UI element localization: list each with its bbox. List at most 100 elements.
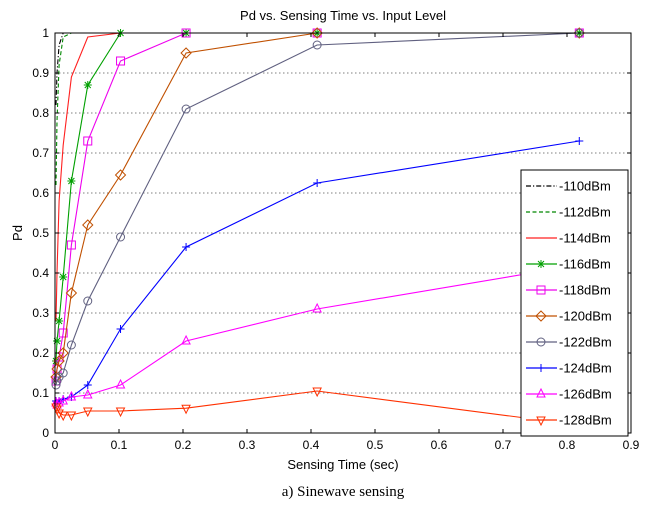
data-point	[115, 407, 126, 418]
data-point	[55, 317, 64, 325]
x-tick-label: 0.9	[623, 438, 640, 452]
x-tick-label: 0.1	[111, 438, 128, 452]
y-tick-label: 0.4	[32, 266, 49, 280]
data-point	[66, 240, 76, 250]
y-tick-label: 0.6	[32, 186, 49, 200]
data-point	[67, 177, 76, 185]
chart-title: Pd vs. Sensing Time vs. Input Level	[240, 8, 446, 23]
y-tick-label: 0.1	[32, 386, 49, 400]
series-line	[55, 32, 580, 378]
data-point	[82, 388, 93, 399]
data-point	[51, 380, 61, 390]
data-point	[116, 232, 126, 242]
x-tick-label: 0.4	[303, 438, 320, 452]
series-line	[55, 32, 580, 382]
y-tick-label: 0	[42, 426, 49, 440]
series-line	[55, 32, 580, 386]
series--126dBm	[51, 258, 585, 409]
y-tick-label: 1	[42, 26, 49, 40]
legend-marker	[536, 337, 546, 347]
figure-caption: a) Sinewave sensing	[282, 484, 405, 500]
data-point	[114, 169, 127, 181]
y-tick-label: 0.8	[32, 106, 49, 120]
legend-marker	[536, 416, 546, 427]
legend-label: -122dBm	[559, 335, 612, 350]
x-tick-label: 0.2	[175, 438, 192, 452]
axis-ticks: 0 0.1 0.2 0.3 0.4 0.5 0.6 0.7 0.8 0.9 1 0 0.1 0.2 0.3 0…	[32, 26, 639, 452]
data-point	[65, 287, 78, 299]
data-point	[83, 81, 92, 89]
data-point	[66, 411, 77, 422]
legend-label: -118dBm	[559, 283, 611, 298]
y-tick-label: 0.3	[32, 306, 49, 320]
legend-marker	[535, 310, 547, 322]
series--118dBm	[51, 28, 584, 386]
x-tick-label: 0	[52, 438, 59, 452]
legend-label: -126dBm	[559, 387, 612, 402]
legend-marker	[536, 285, 546, 295]
data-point	[58, 411, 69, 422]
data-point	[116, 325, 125, 333]
data-point	[180, 47, 192, 59]
x-tick-label: 0.3	[239, 438, 256, 452]
data-point	[115, 378, 126, 389]
series--110dBm	[55, 32, 580, 106]
x-tick-label: 0.6	[431, 438, 448, 452]
data-point	[58, 328, 68, 338]
legend-label: -116dBm	[559, 257, 611, 272]
legend-marker	[537, 260, 545, 268]
series--128dBm	[51, 387, 585, 432]
legend-label: -110dBm	[559, 179, 611, 194]
data-point	[66, 340, 76, 350]
data-point	[182, 243, 191, 251]
data-point	[181, 104, 191, 114]
data-point	[51, 363, 63, 375]
legend-label: -120dBm	[559, 309, 612, 324]
legend-box	[520, 169, 629, 437]
y-tick-label: 0.9	[32, 66, 49, 80]
legend-marker	[536, 387, 546, 398]
data-point	[82, 407, 93, 418]
data-point	[116, 56, 126, 66]
data-point	[312, 302, 322, 313]
legend-label: -124dBm	[559, 361, 612, 376]
x-tick-label: 0.8	[559, 438, 576, 452]
legend-label: -112dBm	[559, 205, 611, 220]
series--112dBm	[55, 32, 580, 186]
data-point	[312, 40, 322, 50]
y-tick-label: 0.5	[32, 226, 49, 240]
series-line	[55, 32, 580, 106]
data-point	[312, 387, 322, 398]
series-line	[55, 140, 580, 404]
data-point	[53, 337, 62, 345]
legend-marker	[537, 364, 545, 372]
data-point	[313, 179, 322, 187]
legend: -110dBm -112dBm -114dBm -116dBm -118dBm -120d…	[520, 169, 629, 437]
data-point	[53, 355, 65, 367]
plot-series	[50, 27, 585, 432]
series-line	[55, 264, 580, 406]
grid-lines	[55, 72, 631, 394]
data-point	[54, 409, 64, 420]
data-point	[83, 296, 93, 306]
data-point	[83, 381, 92, 389]
data-point	[82, 219, 94, 231]
y-tick-label: 0.7	[32, 146, 49, 160]
data-point	[58, 368, 68, 378]
data-point	[83, 136, 93, 146]
series--124dBm	[52, 137, 584, 407]
series--120dBm	[50, 27, 585, 383]
x-tick-label: 0.5	[367, 438, 384, 452]
data-point	[58, 394, 69, 405]
y-tick-label: 0.2	[32, 346, 49, 360]
series-line	[55, 32, 580, 186]
data-point	[66, 390, 77, 401]
data-point	[57, 347, 69, 359]
data-point	[311, 27, 323, 39]
data-point	[181, 334, 191, 345]
data-point	[575, 137, 584, 145]
y-axis-title: Pd	[10, 225, 25, 241]
legend-label: -128dBm	[559, 413, 612, 428]
series--122dBm	[51, 28, 584, 390]
